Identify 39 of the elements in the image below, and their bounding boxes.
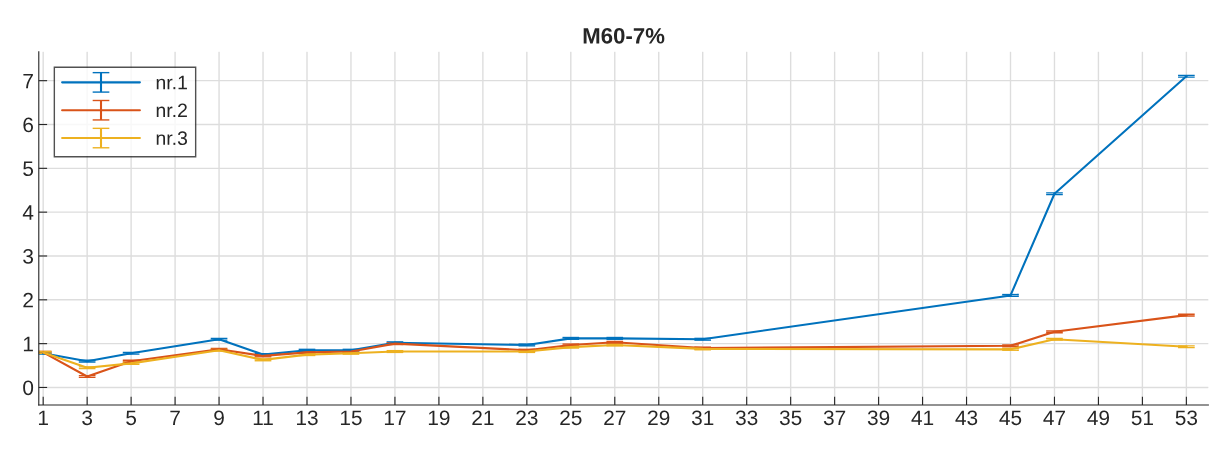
x-tick-label: 39	[867, 410, 890, 426]
chart-title: M60-7%	[583, 27, 665, 44]
x-tick-label: 31	[691, 410, 714, 426]
y-tick-label: 1	[23, 336, 33, 352]
x-tick-label: 35	[779, 410, 802, 426]
x-tick-label: 23	[516, 410, 538, 426]
x-tick-label: 5	[126, 410, 137, 426]
x-tick-label: 43	[955, 410, 978, 426]
x-tick-label: 3	[82, 410, 93, 426]
x-tick-label: 19	[428, 410, 450, 426]
legend-label: nr.1	[156, 75, 187, 90]
y-tick-label: 6	[23, 117, 34, 133]
y-tick-label: 5	[23, 161, 34, 177]
x-tick-label: 33	[735, 410, 758, 426]
x-tick-label: 41	[911, 410, 934, 425]
x-tick-label: 21	[472, 410, 494, 425]
y-tick-label: 3	[23, 248, 34, 264]
x-tick-label: 7	[170, 410, 180, 425]
legend-label: nr.3	[156, 131, 188, 146]
x-tick-label: 13	[297, 410, 318, 426]
x-tick-label: 1	[38, 410, 48, 425]
x-tick-label: 27	[604, 410, 626, 425]
x-tick-label: 29	[648, 410, 670, 426]
x-tick-label: 49	[1087, 410, 1110, 426]
x-tick-label: 25	[560, 410, 582, 426]
x-tick-label: 17	[384, 410, 406, 425]
x-tick-label: 9	[214, 410, 224, 426]
y-tick-label: 2	[23, 292, 33, 308]
y-tick-label: 7	[23, 73, 33, 89]
x-tick-label: 37	[823, 410, 846, 426]
legend-label: nr.2	[156, 103, 187, 118]
x-tick-label: 11	[253, 410, 273, 425]
x-tick-label: 53	[1175, 410, 1198, 426]
x-tick-label: 51	[1131, 410, 1153, 426]
x-tick-label: 47	[1043, 410, 1066, 425]
x-tick-label: 15	[340, 410, 362, 426]
y-tick-label: 0	[23, 380, 34, 396]
x-tick-label: 45	[999, 410, 1022, 426]
y-tick-label: 4	[22, 205, 34, 220]
